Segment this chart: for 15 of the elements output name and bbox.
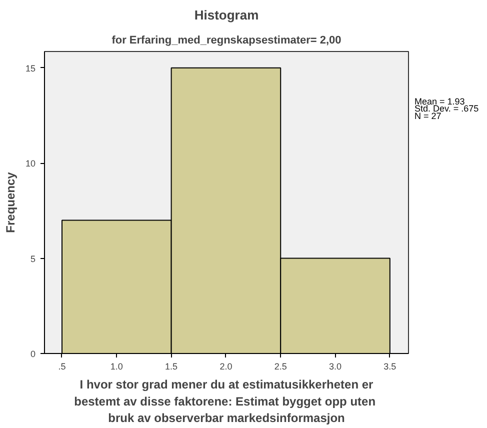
chart-subtitle: for Erfaring_med_regnskapsestimater= 2,00 [112, 34, 342, 46]
x-axis-title: I hvor stor grad mener du at estimatusikkerheten er bestemt av disse faktorene: Estimat bygget opp uten bruk av observerbar markedsinformasjon [74, 378, 376, 426]
y-tick-label: 5 [30, 254, 36, 264]
chart-title: Histogram [194, 8, 259, 22]
y-tick-label: 0 [30, 349, 36, 359]
x-tick-label: 3.5 [384, 362, 396, 372]
x-tick-label: 2.5 [274, 362, 287, 372]
x-tick-label: 2.0 [220, 362, 232, 372]
y-tick-label: 10 [25, 158, 36, 169]
x-tick-label: 1.0 [110, 362, 123, 372]
y-tick-label: 15 [25, 63, 36, 74]
x-tick-label: 3.0 [329, 362, 342, 372]
x-tick-label: .5 [58, 362, 66, 372]
y-axis-title: Frequency [3, 172, 18, 233]
x-tick-label: 1.5 [165, 362, 178, 372]
